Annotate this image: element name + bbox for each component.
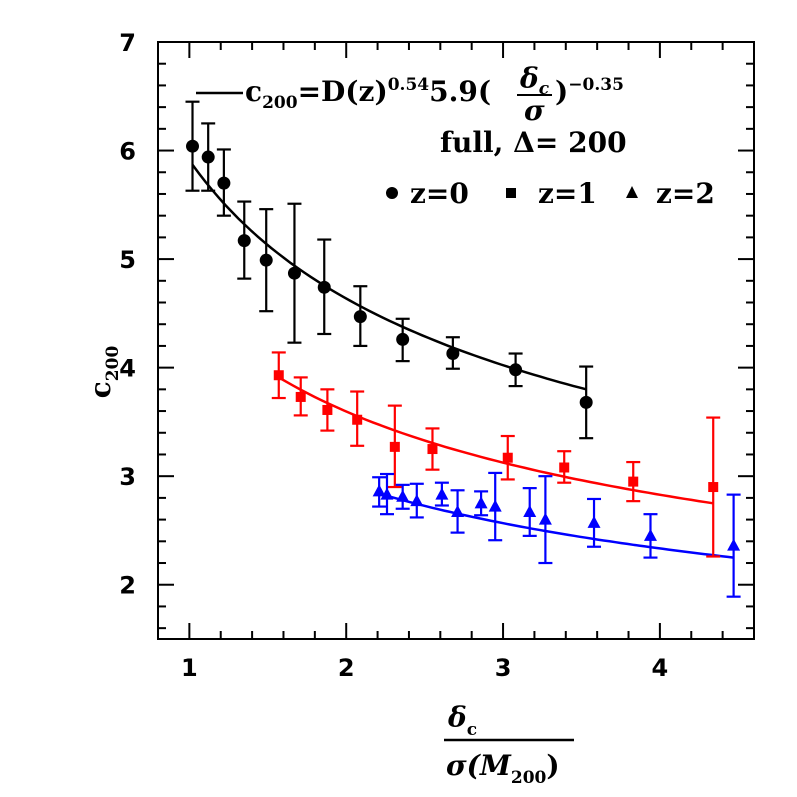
data-point-circle <box>287 266 301 280</box>
data-point-circle <box>446 347 460 361</box>
data-point-circle <box>396 332 410 346</box>
y-axis-label: c200 <box>84 346 123 399</box>
data-point-square <box>389 441 400 452</box>
legend: z=0 z=1 z=2 <box>386 177 715 210</box>
y-tick-label: 5 <box>119 246 136 274</box>
fit-lines <box>191 163 734 559</box>
data-point-square <box>322 404 333 415</box>
data-point-triangle <box>396 489 410 502</box>
y-tick-label: 7 <box>119 29 136 57</box>
y-axis-label-sub: 200 <box>103 346 123 382</box>
legend-label-z1: z=1 <box>538 177 597 210</box>
legend-label-z2: z=2 <box>656 177 715 210</box>
y-tick-label: 2 <box>119 572 136 600</box>
data-point-triangle <box>523 505 537 518</box>
x-tick-label: 3 <box>495 654 512 682</box>
fit-frac-denominator: σ <box>524 94 545 127</box>
data-point-triangle <box>372 484 386 497</box>
data-point-square <box>628 476 639 487</box>
fit-frac-numerator: δc <box>519 62 550 99</box>
y-axis-label-main: c <box>84 381 117 398</box>
plot-frame <box>157 41 755 640</box>
fit-lhs: c <box>245 75 262 108</box>
x-axis-label-numerator: δc <box>447 701 477 740</box>
y-tick-label: 4 <box>119 355 136 383</box>
legend-marker-z2 <box>626 186 638 198</box>
x-axis-label-denominator: σ(M200) <box>446 749 560 788</box>
data-point-square <box>502 452 513 463</box>
y-tick-label: 6 <box>119 138 136 166</box>
data-point-square <box>708 482 719 493</box>
data-point-triangle <box>727 538 741 551</box>
data-point-circle <box>201 150 215 164</box>
data-point-circle <box>579 395 593 409</box>
x-tick-label: 4 <box>652 654 669 682</box>
fit-formula-text: c200=D(z)0.545.9( <box>245 75 491 113</box>
data-point-triangle <box>538 512 552 525</box>
data-markers <box>186 139 741 551</box>
data-point-triangle <box>474 496 488 509</box>
legend-marker-z0 <box>386 187 398 199</box>
x-label-num: δ <box>447 701 467 734</box>
data-point-triangle <box>643 528 657 541</box>
fit-eq: =D(z) <box>298 75 388 108</box>
fit-line-z=2 <box>378 492 734 559</box>
data-point-triangle <box>435 487 449 500</box>
data-point-circle <box>259 253 273 267</box>
data-point-circle <box>317 280 331 294</box>
data-point-square <box>352 414 363 425</box>
fit-formula-annotation: c200=D(z)0.545.9( δc σ )−0.35 <box>196 62 624 127</box>
x-label-den-sub: 200 <box>511 768 547 788</box>
data-point-circle <box>186 139 200 153</box>
fit-frac-num-sub: c <box>539 79 550 99</box>
data-point-circle <box>237 234 251 248</box>
data-point-circle <box>509 363 523 377</box>
error-bars <box>185 100 741 598</box>
data-point-circle <box>353 310 367 324</box>
fit-close: ) <box>555 75 568 108</box>
data-point-square <box>295 391 306 402</box>
data-point-square <box>559 462 570 473</box>
data-point-circle <box>217 176 231 190</box>
data-point-square <box>273 370 284 381</box>
data-point-triangle <box>410 494 424 507</box>
fit-formula-tail: )−0.35 <box>555 75 624 108</box>
data-point-square <box>427 444 438 455</box>
data-point-triangle <box>488 499 502 512</box>
fit-coef: 5.9( <box>429 75 491 108</box>
fit-lhs-sub: 200 <box>262 93 298 113</box>
x-label-den: σ(M <box>446 749 512 782</box>
data-point-triangle <box>380 487 394 500</box>
fit-frac-num: δ <box>519 62 539 95</box>
axis-ticks <box>157 41 755 639</box>
x-tick-label: 1 <box>181 654 198 682</box>
y-tick-label: 3 <box>119 463 136 491</box>
y-axis-label-text: c200 <box>84 346 123 399</box>
fit-exp1: 0.54 <box>388 75 430 95</box>
x-label-den-close: ) <box>546 749 559 782</box>
sample-label: full, Δ= 200 <box>440 126 627 159</box>
x-axis-label: δc σ(M200) <box>444 701 574 788</box>
legend-label-z0: z=0 <box>410 177 469 210</box>
x-tick-label: 2 <box>338 654 355 682</box>
fit-line-z=1 <box>278 376 714 505</box>
data-point-triangle <box>451 505 465 518</box>
data-point-triangle <box>587 515 601 528</box>
legend-marker-z1 <box>506 188 516 198</box>
axis-tick-labels: 1 2 3 4 2 3 4 5 6 7 <box>119 29 668 682</box>
fit-line-z=0 <box>191 163 587 391</box>
x-label-num-sub: c <box>467 720 477 740</box>
fit-exp2: −0.35 <box>568 75 624 95</box>
